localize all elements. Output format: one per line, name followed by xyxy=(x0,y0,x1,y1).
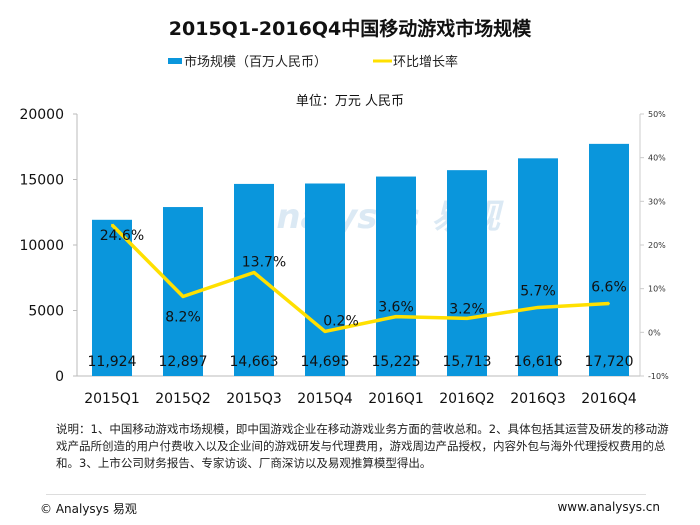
left-tick-label: 10000 xyxy=(19,238,64,254)
bar-value-label: 17,720 xyxy=(585,354,634,370)
right-tick-label: 30% xyxy=(648,197,666,206)
left-tick-label: 5000 xyxy=(28,304,64,320)
bar-value-label: 12,897 xyxy=(159,354,208,370)
bar-2016Q1 xyxy=(376,176,416,376)
x-tick-label: 2015Q1 xyxy=(84,391,140,407)
growth-rate-label: 3.6% xyxy=(378,300,414,316)
bar-2016Q2 xyxy=(447,170,487,376)
right-tick-label: 50% xyxy=(648,110,666,119)
growth-point-2016Q4 xyxy=(608,302,610,305)
copyright: © Analysys 易观 xyxy=(40,502,137,516)
growth-point-2015Q1 xyxy=(111,223,113,226)
growth-rate-line xyxy=(110,223,610,334)
growth-point-2016Q1 xyxy=(395,315,397,318)
legend-bar-swatch xyxy=(168,58,182,64)
growth-point-2016Q3 xyxy=(537,306,539,309)
growth-point-2015Q2 xyxy=(182,295,184,298)
right-tick-label: -10% xyxy=(648,372,669,381)
x-tick-label: 2016Q3 xyxy=(510,391,566,407)
right-tick-label: 0% xyxy=(648,328,661,337)
legend-bar-label: 市场规模（百万人民币） xyxy=(184,54,327,70)
x-tick-label: 2015Q2 xyxy=(155,391,211,407)
unit-label: 单位：万元 人民币 xyxy=(295,94,405,109)
growth-rate-label: 24.6% xyxy=(100,228,144,244)
x-tick-label: 2016Q4 xyxy=(581,391,637,407)
growth-rate-label: 5.7% xyxy=(520,283,556,299)
bar-value-label: 16,616 xyxy=(514,354,563,370)
right-tick-label: 40% xyxy=(648,154,666,163)
growth-point-2015Q3 xyxy=(253,271,255,274)
left-tick-label: 20000 xyxy=(19,107,64,123)
bar-2016Q4 xyxy=(589,143,629,376)
growth-rate-label: 13.7% xyxy=(242,255,286,271)
legend-line-label: 环比增长率 xyxy=(393,54,458,70)
x-tick-label: 2015Q4 xyxy=(297,391,353,407)
growth-point-2016Q2 xyxy=(466,317,468,320)
divider xyxy=(46,494,646,495)
right-tick-label: 20% xyxy=(648,241,666,250)
growth-rate-label: 0.2% xyxy=(323,313,359,329)
bar-value-label: 11,924 xyxy=(88,354,137,370)
x-tick-label: 2016Q2 xyxy=(439,391,495,407)
bar-2016Q3 xyxy=(518,158,558,376)
growth-point-2015Q4 xyxy=(324,330,326,333)
x-tick-label: 2015Q3 xyxy=(226,391,282,407)
left-tick-label: 0 xyxy=(55,369,64,385)
bar-value-label: 14,663 xyxy=(230,354,279,370)
growth-rate-label: 8.2% xyxy=(165,310,201,326)
growth-rate-label: 6.6% xyxy=(591,280,627,296)
bar-2015Q1 xyxy=(92,219,132,376)
right-tick-label: 10% xyxy=(648,285,666,294)
left-tick-label: 15000 xyxy=(19,173,64,189)
bar-2015Q4 xyxy=(305,183,345,376)
bar-value-label: 15,713 xyxy=(443,354,492,370)
website[interactable]: www.analysys.cn xyxy=(557,500,660,514)
x-tick-label: 2016Q1 xyxy=(368,391,424,407)
footnote: 说明：1、中国移动游戏市场规模，即中国游戏企业在移动游戏业务方面的营收总和。2、… xyxy=(56,422,669,470)
bar-2015Q3 xyxy=(234,183,274,376)
growth-rate-label: 3.2% xyxy=(449,301,485,317)
chart-title: 2015Q1-2016Q4中国移动游戏市场规模 xyxy=(168,18,532,40)
bar-value-label: 14,695 xyxy=(301,354,350,370)
bar-value-label: 15,225 xyxy=(372,354,421,370)
